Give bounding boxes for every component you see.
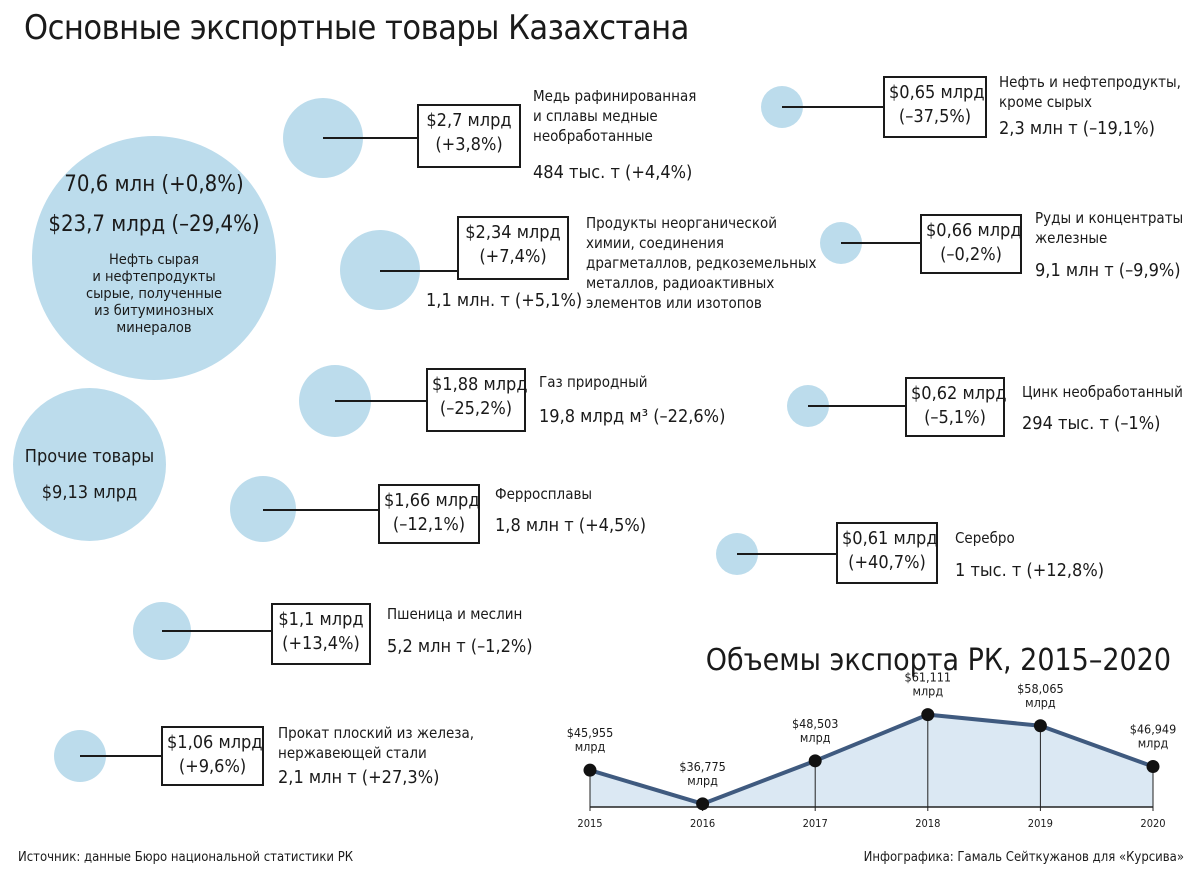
export-volume-chart: Объемы экспорта РК, 2015–2020 $45,955млр… — [567, 643, 1177, 830]
connector-line — [737, 553, 837, 555]
crude-oil-bubble — [32, 136, 276, 380]
copper-value-box: $2,7 млрд (+3,8%) — [417, 104, 521, 168]
data-label-value: $48,503 — [792, 716, 839, 731]
inorganic-chemicals-name: Продукты неорганической химии, соединения… — [586, 214, 817, 312]
copper-volume: 484 тыс. т (+4,4%) — [533, 162, 693, 183]
natural-gas-volume: 19,8 млрд м³ (–22,6%) — [539, 406, 726, 427]
ferroalloys-name: Ферросплавы — [495, 485, 593, 503]
ferroalloys-value-box: $1,66 млрд (–12,1%) — [378, 484, 480, 544]
wheat-value-box: $1,1 млрд (+13,4%) — [271, 603, 371, 665]
other-goods-label: Прочие товары — [24, 446, 155, 467]
silver-value-box: $0,61 млрд (+40,7%) — [836, 522, 938, 584]
data-point — [583, 763, 597, 777]
connector-line — [380, 270, 458, 272]
data-label-unit: млрд — [913, 684, 944, 699]
data-label-value: $46,949 — [1130, 722, 1177, 737]
series-line — [589, 712, 1154, 806]
data-label-unit: млрд — [800, 730, 831, 745]
ferroalloys-volume: 1,8 млн т (+4,5%) — [495, 515, 647, 536]
inorganic-chemicals-volume: 1,1 млн. т (+5,1%) — [426, 290, 583, 311]
refined-petroleum-volume: 2,3 млн т (–19,1%) — [999, 118, 1155, 139]
chart-title: Объемы экспорта РК, 2015–2020 — [706, 643, 1171, 678]
data-point — [1146, 760, 1160, 774]
refined-petroleum-value-box: $0,65 млрд (–37,5%) — [883, 76, 987, 138]
connector-line — [335, 400, 427, 402]
other-goods-value: $9,13 млрд — [41, 482, 138, 503]
data-point — [696, 797, 710, 811]
x-tick-label: 2016 — [690, 817, 715, 830]
other-goods-bubble — [13, 388, 166, 541]
data-label-unit: млрд — [1025, 695, 1056, 710]
x-tick-label: 2015 — [577, 817, 602, 830]
data-label-value: $58,065 — [1017, 681, 1063, 696]
chart-area-fill — [590, 714, 1153, 807]
source-note: Источник: данные Бюро национальной стати… — [18, 850, 354, 865]
data-label-value: $45,955 — [567, 725, 614, 740]
data-point — [921, 708, 935, 722]
wheat-name: Пшеница и меслин — [387, 605, 523, 623]
x-tick-label: 2020 — [1140, 817, 1165, 830]
natural-gas-value-box: $1,88 млрд (–25,2%) — [426, 368, 528, 432]
silver-volume: 1 тыс. т (+12,8%) — [955, 560, 1105, 581]
connector-line — [263, 509, 379, 511]
page-title: Основные экспортные товары Казахстана — [24, 8, 689, 48]
zinc-volume: 294 тыс. т (–1%) — [1022, 413, 1161, 434]
data-label-unit: млрд — [575, 739, 606, 754]
data-label-value: $61,111 — [905, 670, 952, 685]
inorganic-chemicals-value-box: $2,34 млрд (+7,4%) — [457, 216, 569, 280]
connector-line — [80, 755, 162, 757]
data-label-value: $36,775 — [679, 759, 726, 774]
data-label-unit: млрд — [1138, 736, 1169, 751]
credit-note: Инфографика: Гамаль Сейткужанов для «Кур… — [863, 850, 1184, 865]
connector-line — [782, 106, 884, 108]
natural-gas-name: Газ природный — [539, 373, 648, 391]
silver-name: Серебро — [955, 529, 1015, 547]
data-point — [808, 754, 822, 768]
iron-ore-value-box: $0,66 млрд (–0,2%) — [920, 214, 1022, 274]
data-point — [1033, 719, 1047, 733]
connector-line — [162, 630, 272, 632]
connector-line — [323, 137, 418, 139]
iron-ore-name: Руды и концентраты железные — [1035, 209, 1184, 247]
x-tick-label: 2017 — [803, 817, 828, 830]
zinc-value-box: $0,62 млрд (–5,1%) — [905, 377, 1007, 437]
data-label-unit: млрд — [687, 773, 718, 788]
crude-oil-value: $23,7 млрд (–29,4%) — [48, 212, 260, 237]
flat-rolled-steel-value-box: $1,06 млрд (+9,6%) — [161, 726, 264, 786]
x-tick-label: 2019 — [1028, 817, 1053, 830]
refined-petroleum-name: Нефть и нефтепродукты, кроме сырых — [999, 73, 1181, 111]
crude-oil-volume: 70,6 млн (+0,8%) — [64, 172, 244, 197]
connector-line — [841, 242, 921, 244]
zinc-name: Цинк необработанный — [1022, 383, 1183, 401]
iron-ore-volume: 9,1 млн т (–9,9%) — [1035, 260, 1181, 281]
x-tick-label: 2018 — [915, 817, 940, 830]
copper-name: Медь рафинированная и сплавы медные необра… — [533, 87, 697, 145]
wheat-volume: 5,2 млн т (–1,2%) — [387, 636, 533, 657]
connector-line — [808, 405, 906, 407]
crude-oil-label: Нефть сырая и нефтепродукты сырые, получ… — [85, 252, 223, 336]
flat-rolled-steel-name: Прокат плоский из железа, нержавеющей ста… — [278, 724, 474, 762]
flat-rolled-steel-volume: 2,1 млн т (+27,3%) — [278, 767, 440, 788]
